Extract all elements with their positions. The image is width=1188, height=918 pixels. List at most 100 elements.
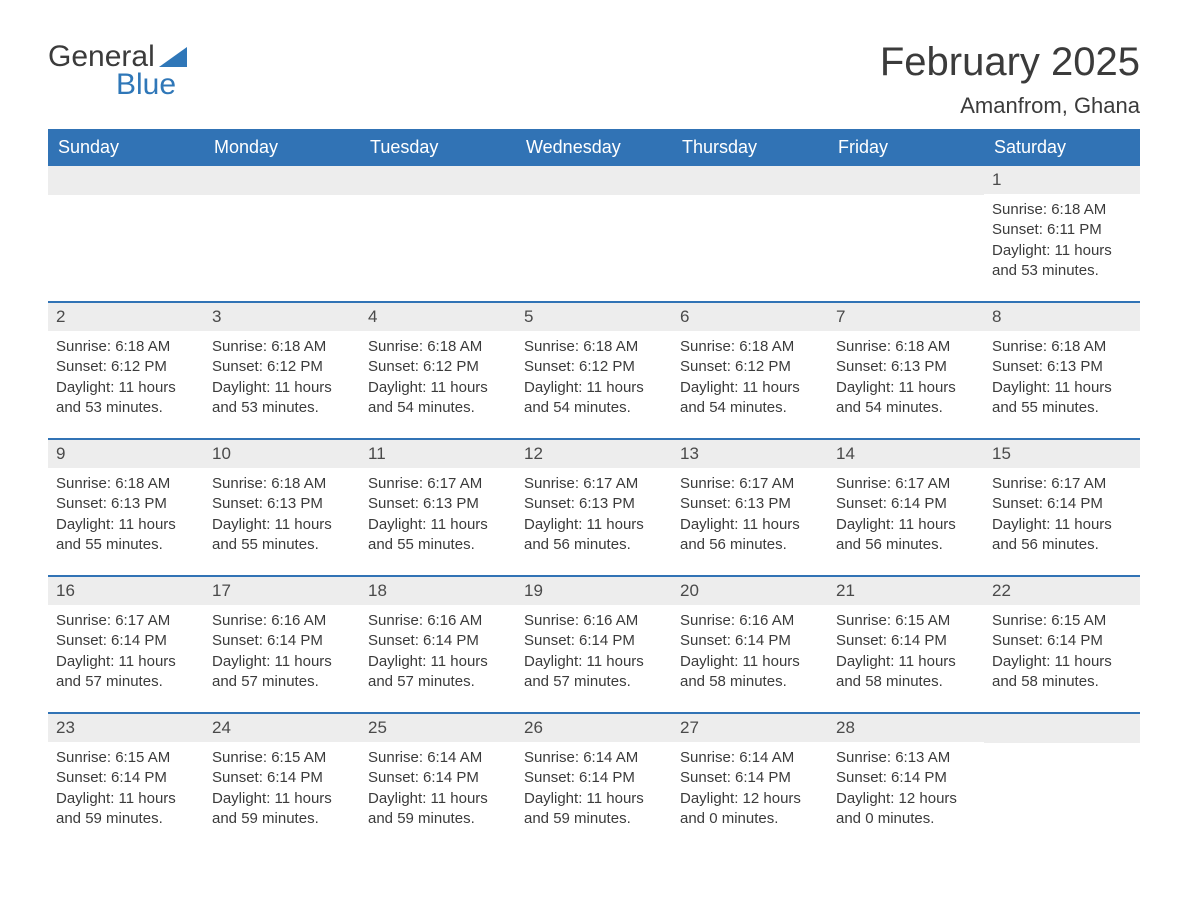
daylight-text: and 53 minutes.	[212, 398, 352, 418]
daylight-text: Daylight: 11 hours	[992, 378, 1132, 398]
daylight-text: and 0 minutes.	[836, 809, 976, 829]
day-details: Sunrise: 6:17 AMSunset: 6:14 PMDaylight:…	[828, 468, 984, 555]
day-details: Sunrise: 6:18 AMSunset: 6:12 PMDaylight:…	[672, 331, 828, 418]
day-number	[672, 166, 828, 195]
sunset-text: Sunset: 6:12 PM	[212, 357, 352, 377]
sunrise-text: Sunrise: 6:18 AM	[368, 337, 508, 357]
day-number: 18	[360, 575, 516, 605]
day-details: Sunrise: 6:16 AMSunset: 6:14 PMDaylight:…	[360, 605, 516, 692]
sunrise-text: Sunrise: 6:16 AM	[680, 611, 820, 631]
daylight-text: Daylight: 11 hours	[212, 652, 352, 672]
day-number: 20	[672, 575, 828, 605]
day-number: 22	[984, 575, 1140, 605]
day-number: 2	[48, 301, 204, 331]
daylight-text: Daylight: 11 hours	[836, 515, 976, 535]
sunrise-text: Sunrise: 6:17 AM	[368, 474, 508, 494]
weekday-header: Tuesday	[360, 129, 516, 166]
daylight-text: Daylight: 11 hours	[56, 378, 196, 398]
daylight-text: and 55 minutes.	[212, 535, 352, 555]
daylight-text: and 54 minutes.	[368, 398, 508, 418]
day-number	[360, 166, 516, 195]
calendar-day-cell: 6Sunrise: 6:18 AMSunset: 6:12 PMDaylight…	[672, 301, 828, 438]
month-title: February 2025	[880, 40, 1140, 85]
calendar-day-cell: 18Sunrise: 6:16 AMSunset: 6:14 PMDayligh…	[360, 575, 516, 712]
header: General Blue February 2025 Amanfrom, Gha…	[48, 40, 1140, 119]
weekday-header-row: Sunday Monday Tuesday Wednesday Thursday…	[48, 129, 1140, 166]
day-number: 4	[360, 301, 516, 331]
day-details: Sunrise: 6:18 AMSunset: 6:13 PMDaylight:…	[48, 468, 204, 555]
sunrise-text: Sunrise: 6:14 AM	[524, 748, 664, 768]
day-number: 19	[516, 575, 672, 605]
daylight-text: Daylight: 11 hours	[56, 515, 196, 535]
daylight-text: Daylight: 11 hours	[212, 378, 352, 398]
sunset-text: Sunset: 6:13 PM	[836, 357, 976, 377]
calendar-day-cell: 22Sunrise: 6:15 AMSunset: 6:14 PMDayligh…	[984, 575, 1140, 712]
day-number: 14	[828, 438, 984, 468]
sunrise-text: Sunrise: 6:15 AM	[992, 611, 1132, 631]
daylight-text: and 58 minutes.	[680, 672, 820, 692]
day-details: Sunrise: 6:15 AMSunset: 6:14 PMDaylight:…	[48, 742, 204, 829]
day-details: Sunrise: 6:18 AMSunset: 6:12 PMDaylight:…	[516, 331, 672, 418]
calendar-day-cell: 25Sunrise: 6:14 AMSunset: 6:14 PMDayligh…	[360, 712, 516, 849]
daylight-text: Daylight: 11 hours	[524, 652, 664, 672]
sunset-text: Sunset: 6:13 PM	[56, 494, 196, 514]
sunset-text: Sunset: 6:12 PM	[524, 357, 664, 377]
day-number	[48, 166, 204, 195]
day-number: 9	[48, 438, 204, 468]
daylight-text: and 56 minutes.	[524, 535, 664, 555]
daylight-text: Daylight: 11 hours	[836, 378, 976, 398]
sunset-text: Sunset: 6:14 PM	[368, 631, 508, 651]
sunrise-text: Sunrise: 6:18 AM	[212, 474, 352, 494]
daylight-text: Daylight: 11 hours	[992, 515, 1132, 535]
day-number: 3	[204, 301, 360, 331]
weekday-header: Wednesday	[516, 129, 672, 166]
day-details: Sunrise: 6:16 AMSunset: 6:14 PMDaylight:…	[204, 605, 360, 692]
daylight-text: Daylight: 11 hours	[368, 789, 508, 809]
calendar-day-cell: 16Sunrise: 6:17 AMSunset: 6:14 PMDayligh…	[48, 575, 204, 712]
calendar-day-cell: 8Sunrise: 6:18 AMSunset: 6:13 PMDaylight…	[984, 301, 1140, 438]
sunrise-text: Sunrise: 6:18 AM	[992, 200, 1132, 220]
sunrise-text: Sunrise: 6:17 AM	[524, 474, 664, 494]
daylight-text: Daylight: 11 hours	[836, 652, 976, 672]
daylight-text: Daylight: 11 hours	[368, 378, 508, 398]
calendar-day-cell	[828, 166, 984, 301]
calendar-day-cell: 9Sunrise: 6:18 AMSunset: 6:13 PMDaylight…	[48, 438, 204, 575]
day-number: 5	[516, 301, 672, 331]
calendar-week-row: 2Sunrise: 6:18 AMSunset: 6:12 PMDaylight…	[48, 301, 1140, 438]
day-details: Sunrise: 6:14 AMSunset: 6:14 PMDaylight:…	[516, 742, 672, 829]
calendar-day-cell	[984, 712, 1140, 849]
sunrise-text: Sunrise: 6:18 AM	[836, 337, 976, 357]
daylight-text: and 56 minutes.	[992, 535, 1132, 555]
day-details: Sunrise: 6:14 AMSunset: 6:14 PMDaylight:…	[360, 742, 516, 829]
calendar-day-cell	[672, 166, 828, 301]
calendar-day-cell: 1Sunrise: 6:18 AMSunset: 6:11 PMDaylight…	[984, 166, 1140, 301]
weekday-header: Monday	[204, 129, 360, 166]
day-number: 28	[828, 712, 984, 742]
daylight-text: Daylight: 11 hours	[992, 241, 1132, 261]
day-number: 13	[672, 438, 828, 468]
day-details: Sunrise: 6:18 AMSunset: 6:13 PMDaylight:…	[204, 468, 360, 555]
calendar-day-cell: 12Sunrise: 6:17 AMSunset: 6:13 PMDayligh…	[516, 438, 672, 575]
day-number: 27	[672, 712, 828, 742]
daylight-text: and 54 minutes.	[680, 398, 820, 418]
daylight-text: Daylight: 11 hours	[56, 652, 196, 672]
day-number: 25	[360, 712, 516, 742]
sunset-text: Sunset: 6:14 PM	[56, 631, 196, 651]
day-details: Sunrise: 6:17 AMSunset: 6:14 PMDaylight:…	[984, 468, 1140, 555]
sunset-text: Sunset: 6:14 PM	[992, 494, 1132, 514]
daylight-text: Daylight: 11 hours	[368, 652, 508, 672]
sunrise-text: Sunrise: 6:18 AM	[212, 337, 352, 357]
daylight-text: and 55 minutes.	[56, 535, 196, 555]
daylight-text: and 57 minutes.	[212, 672, 352, 692]
day-number: 7	[828, 301, 984, 331]
sunset-text: Sunset: 6:14 PM	[992, 631, 1132, 651]
day-details: Sunrise: 6:15 AMSunset: 6:14 PMDaylight:…	[204, 742, 360, 829]
weekday-header: Sunday	[48, 129, 204, 166]
sunset-text: Sunset: 6:14 PM	[212, 768, 352, 788]
sunset-text: Sunset: 6:13 PM	[368, 494, 508, 514]
daylight-text: Daylight: 11 hours	[680, 515, 820, 535]
sunset-text: Sunset: 6:12 PM	[680, 357, 820, 377]
daylight-text: Daylight: 11 hours	[212, 515, 352, 535]
calendar-day-cell: 28Sunrise: 6:13 AMSunset: 6:14 PMDayligh…	[828, 712, 984, 849]
daylight-text: and 57 minutes.	[56, 672, 196, 692]
